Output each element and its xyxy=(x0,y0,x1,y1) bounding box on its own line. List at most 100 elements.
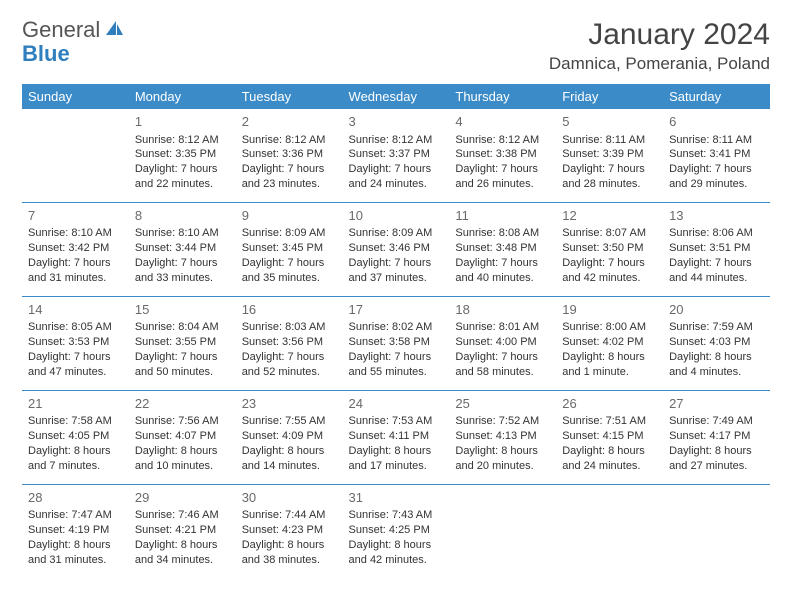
daylight-line: and 34 minutes. xyxy=(135,553,230,568)
sunset-line: Sunset: 3:48 PM xyxy=(455,241,550,256)
day-number: 23 xyxy=(242,395,337,413)
day-header: Thursday xyxy=(449,84,556,109)
day-number: 13 xyxy=(669,207,764,225)
sunrise-line: Sunrise: 7:55 AM xyxy=(242,414,337,429)
calendar-day: 3Sunrise: 8:12 AMSunset: 3:37 PMDaylight… xyxy=(343,109,450,202)
day-number: 25 xyxy=(455,395,550,413)
sunrise-line: Sunrise: 8:04 AM xyxy=(135,320,230,335)
day-number: 28 xyxy=(28,489,123,507)
day-number: 27 xyxy=(669,395,764,413)
sunset-line: Sunset: 4:25 PM xyxy=(349,523,444,538)
daylight-line: and 20 minutes. xyxy=(455,459,550,474)
sunrise-line: Sunrise: 7:49 AM xyxy=(669,414,764,429)
sunrise-line: Sunrise: 8:10 AM xyxy=(135,226,230,241)
daylight-line: and 24 minutes. xyxy=(349,177,444,192)
daylight-line: and 1 minute. xyxy=(562,365,657,380)
sunrise-line: Sunrise: 8:12 AM xyxy=(135,133,230,148)
sunrise-line: Sunrise: 7:44 AM xyxy=(242,508,337,523)
daylight-line: Daylight: 7 hours xyxy=(669,162,764,177)
sunset-line: Sunset: 4:00 PM xyxy=(455,335,550,350)
sunset-line: Sunset: 4:05 PM xyxy=(28,429,123,444)
calendar-day: 21Sunrise: 7:58 AMSunset: 4:05 PMDayligh… xyxy=(22,390,129,484)
sunset-line: Sunset: 4:23 PM xyxy=(242,523,337,538)
day-number: 30 xyxy=(242,489,337,507)
sunrise-line: Sunrise: 8:10 AM xyxy=(28,226,123,241)
daylight-line: Daylight: 7 hours xyxy=(28,350,123,365)
day-header: Tuesday xyxy=(236,84,343,109)
sunrise-line: Sunrise: 7:56 AM xyxy=(135,414,230,429)
day-number: 14 xyxy=(28,301,123,319)
calendar-week: 1Sunrise: 8:12 AMSunset: 3:35 PMDaylight… xyxy=(22,109,770,202)
calendar-day: 9Sunrise: 8:09 AMSunset: 3:45 PMDaylight… xyxy=(236,202,343,296)
daylight-line: and 29 minutes. xyxy=(669,177,764,192)
calendar-body: 1Sunrise: 8:12 AMSunset: 3:35 PMDaylight… xyxy=(22,109,770,578)
daylight-line: Daylight: 7 hours xyxy=(455,256,550,271)
daylight-line: and 22 minutes. xyxy=(135,177,230,192)
calendar-day: 13Sunrise: 8:06 AMSunset: 3:51 PMDayligh… xyxy=(663,202,770,296)
calendar-week: 14Sunrise: 8:05 AMSunset: 3:53 PMDayligh… xyxy=(22,296,770,390)
daylight-line: Daylight: 7 hours xyxy=(135,256,230,271)
sunrise-line: Sunrise: 8:06 AM xyxy=(669,226,764,241)
daylight-line: and 27 minutes. xyxy=(669,459,764,474)
calendar-day: 7Sunrise: 8:10 AMSunset: 3:42 PMDaylight… xyxy=(22,202,129,296)
day-header: Saturday xyxy=(663,84,770,109)
month-title: January 2024 xyxy=(549,18,770,52)
day-number: 24 xyxy=(349,395,444,413)
sunrise-line: Sunrise: 7:43 AM xyxy=(349,508,444,523)
calendar-day: 24Sunrise: 7:53 AMSunset: 4:11 PMDayligh… xyxy=(343,390,450,484)
daylight-line: and 50 minutes. xyxy=(135,365,230,380)
sunset-line: Sunset: 3:38 PM xyxy=(455,147,550,162)
daylight-line: and 28 minutes. xyxy=(562,177,657,192)
calendar-week: 21Sunrise: 7:58 AMSunset: 4:05 PMDayligh… xyxy=(22,390,770,484)
sunset-line: Sunset: 3:35 PM xyxy=(135,147,230,162)
daylight-line: and 47 minutes. xyxy=(28,365,123,380)
logo-line2: Blue xyxy=(22,41,70,66)
day-header: Wednesday xyxy=(343,84,450,109)
sunset-line: Sunset: 3:37 PM xyxy=(349,147,444,162)
sunrise-line: Sunrise: 7:46 AM xyxy=(135,508,230,523)
calendar-day: 12Sunrise: 8:07 AMSunset: 3:50 PMDayligh… xyxy=(556,202,663,296)
day-number: 9 xyxy=(242,207,337,225)
sunset-line: Sunset: 4:21 PM xyxy=(135,523,230,538)
daylight-line: Daylight: 8 hours xyxy=(669,444,764,459)
calendar-day: 27Sunrise: 7:49 AMSunset: 4:17 PMDayligh… xyxy=(663,390,770,484)
calendar-day: 23Sunrise: 7:55 AMSunset: 4:09 PMDayligh… xyxy=(236,390,343,484)
day-number: 2 xyxy=(242,113,337,131)
day-number: 4 xyxy=(455,113,550,131)
calendar-day: 5Sunrise: 8:11 AMSunset: 3:39 PMDaylight… xyxy=(556,109,663,202)
sunset-line: Sunset: 4:15 PM xyxy=(562,429,657,444)
calendar-day: 2Sunrise: 8:12 AMSunset: 3:36 PMDaylight… xyxy=(236,109,343,202)
calendar-day-empty xyxy=(556,484,663,577)
day-header-row: SundayMondayTuesdayWednesdayThursdayFrid… xyxy=(22,84,770,109)
sunset-line: Sunset: 4:17 PM xyxy=(669,429,764,444)
sunrise-line: Sunrise: 8:12 AM xyxy=(455,133,550,148)
sunset-line: Sunset: 3:44 PM xyxy=(135,241,230,256)
daylight-line: and 52 minutes. xyxy=(242,365,337,380)
sunset-line: Sunset: 3:56 PM xyxy=(242,335,337,350)
calendar-day-empty xyxy=(22,109,129,202)
calendar-head: SundayMondayTuesdayWednesdayThursdayFrid… xyxy=(22,84,770,109)
calendar-day: 30Sunrise: 7:44 AMSunset: 4:23 PMDayligh… xyxy=(236,484,343,577)
sunset-line: Sunset: 3:46 PM xyxy=(349,241,444,256)
daylight-line: Daylight: 8 hours xyxy=(242,538,337,553)
sunrise-line: Sunrise: 8:01 AM xyxy=(455,320,550,335)
daylight-line: Daylight: 8 hours xyxy=(135,444,230,459)
day-number: 8 xyxy=(135,207,230,225)
daylight-line: Daylight: 8 hours xyxy=(562,444,657,459)
sunset-line: Sunset: 3:42 PM xyxy=(28,241,123,256)
sunset-line: Sunset: 3:45 PM xyxy=(242,241,337,256)
day-number: 7 xyxy=(28,207,123,225)
sunset-line: Sunset: 4:09 PM xyxy=(242,429,337,444)
sunrise-line: Sunrise: 7:53 AM xyxy=(349,414,444,429)
daylight-line: and 31 minutes. xyxy=(28,553,123,568)
sunrise-line: Sunrise: 8:12 AM xyxy=(242,133,337,148)
day-number: 10 xyxy=(349,207,444,225)
title-block: January 2024 Damnica, Pomerania, Poland xyxy=(549,18,770,74)
sunrise-line: Sunrise: 8:12 AM xyxy=(349,133,444,148)
daylight-line: Daylight: 7 hours xyxy=(135,162,230,177)
calendar-day: 18Sunrise: 8:01 AMSunset: 4:00 PMDayligh… xyxy=(449,296,556,390)
sunset-line: Sunset: 4:13 PM xyxy=(455,429,550,444)
sunrise-line: Sunrise: 8:09 AM xyxy=(349,226,444,241)
calendar-day: 20Sunrise: 7:59 AMSunset: 4:03 PMDayligh… xyxy=(663,296,770,390)
daylight-line: Daylight: 7 hours xyxy=(455,162,550,177)
